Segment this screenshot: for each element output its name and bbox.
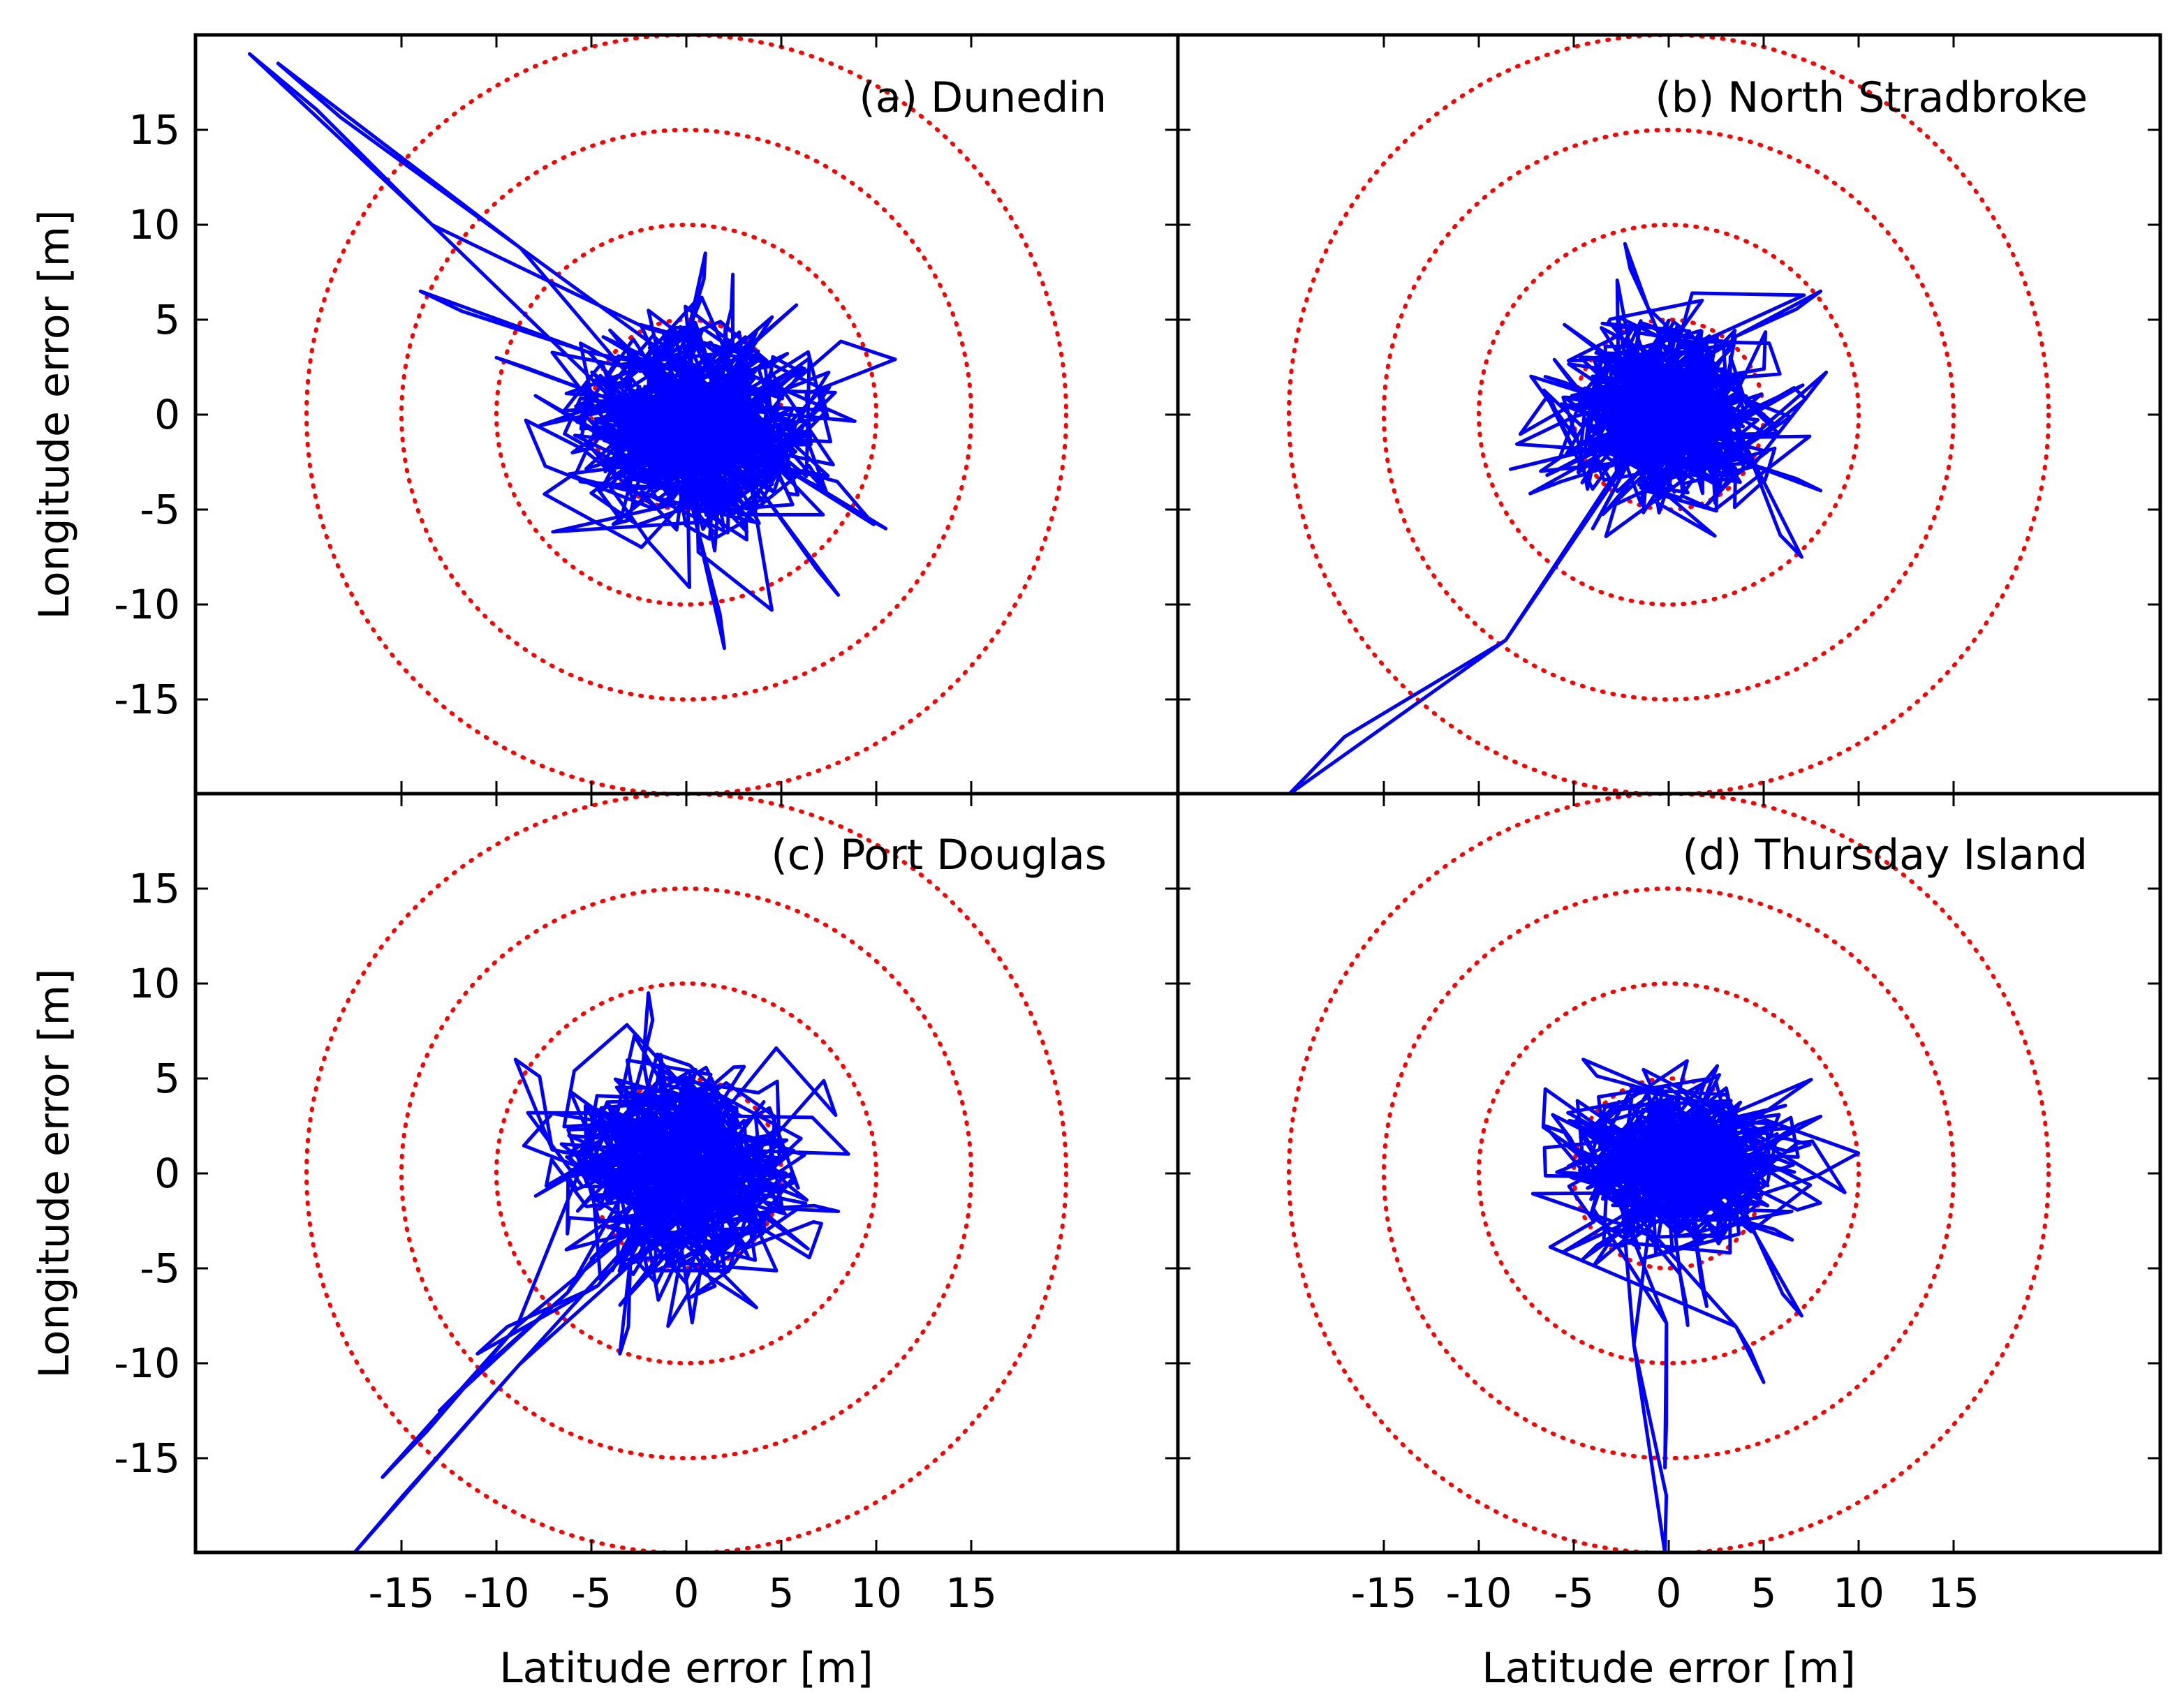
x-axis-label-left: Latitude error [m]: [499, 1644, 873, 1693]
error-circle-20m: [1287, 794, 2051, 1552]
x-axis-label-right: Latitude error [m]: [1482, 1644, 1856, 1693]
x-tick-label: 15: [945, 1569, 997, 1617]
y-tick-label: -5: [140, 1245, 180, 1292]
y-axis-ticks: 15 10 5 0 -5 -10 -15: [114, 106, 180, 723]
x-tick-label: 0: [674, 1569, 700, 1617]
position-error-trace: [247, 52, 897, 651]
y-tick-label: 15: [128, 865, 180, 912]
error-circle-15m: [399, 128, 973, 702]
y-tick-label: 0: [154, 391, 180, 438]
error-circle-20m: [1287, 35, 2051, 794]
error-circle-20m: [304, 35, 1068, 794]
y-tick-label: 5: [154, 1055, 180, 1102]
x-tick-label: 5: [769, 1569, 795, 1617]
error-circle-10m: [494, 981, 878, 1365]
position-error-trace: [1287, 242, 1829, 794]
panel-port-douglas: 15 10 5 0 -5 -10 -15 -15 -10 -5 0 5 10 15 (c) Port D…: [114, 792, 1180, 1617]
error-circle-15m: [1382, 887, 1956, 1460]
y-tick-label: 10: [128, 201, 180, 249]
position-error-trace: [352, 991, 850, 1552]
y-tick-label: -5: [140, 486, 180, 533]
y-tick-label: 5: [154, 296, 180, 343]
x-axis-ticks: -15 -10 -5 0 5 10 15: [369, 1569, 997, 1617]
panel-title: (b) North Stradbroke: [1655, 73, 2088, 122]
x-tick-label: -15: [1351, 1569, 1417, 1617]
trace-line: [352, 991, 850, 1552]
axes-frame: [1176, 792, 2162, 1555]
x-tick-label: 10: [850, 1569, 902, 1617]
y-tick-label: -10: [114, 581, 180, 628]
x-tick-label: 0: [1656, 1569, 1682, 1617]
y-tick-label: 15: [128, 106, 180, 154]
panel-title: (c) Port Douglas: [771, 831, 1107, 880]
panel-thursday-island: -15 -10 -5 0 5 10 15 (d) Thursday Island: [1176, 792, 2162, 1617]
x-axis-ticks: -15 -10 -5 0 5 10 15: [1351, 1569, 1979, 1617]
y-tick-label: -10: [114, 1340, 180, 1387]
y-tick-label: 0: [154, 1150, 180, 1197]
x-tick-label: -10: [1446, 1569, 1512, 1617]
x-tick-label: -5: [571, 1569, 612, 1617]
position-error-trace: [1530, 1058, 1861, 1552]
y-axis-label-bottom: Longitude error [m]: [30, 968, 79, 1378]
panel-title: (d) Thursday Island: [1682, 831, 2088, 880]
y-tick-label: 10: [128, 960, 180, 1007]
panel-title: (a) Dunedin: [859, 73, 1107, 122]
x-tick-label: 15: [1928, 1569, 1979, 1617]
y-tick-label: -15: [114, 676, 180, 723]
trace-line: [1287, 242, 1829, 794]
x-tick-label: -15: [369, 1569, 435, 1617]
error-circle-10m: [1477, 981, 1861, 1365]
error-circle-15m: [1382, 128, 1956, 702]
trace-line: [247, 52, 897, 651]
error-circle-15m: [399, 887, 973, 1460]
error-circle-10m: [1477, 223, 1861, 607]
x-tick-label: -10: [464, 1569, 530, 1617]
y-axis-label-top: Longitude error [m]: [30, 209, 79, 619]
error-circle-20m: [304, 794, 1068, 1552]
panel-dunedin: 15 10 5 0 -5 -10 -15 (a) Dunedin: [114, 33, 1180, 796]
x-tick-label: 5: [1751, 1569, 1777, 1617]
trace-line: [1530, 1058, 1861, 1552]
panel-north-stradbroke: (b) North Stradbroke: [1176, 33, 2162, 796]
x-tick-label: -5: [1554, 1569, 1594, 1617]
y-axis-ticks: 15 10 5 0 -5 -10 -15: [114, 865, 180, 1482]
x-tick-label: 10: [1833, 1569, 1884, 1617]
y-tick-label: -15: [114, 1434, 180, 1482]
error-circle-10m: [494, 223, 878, 607]
